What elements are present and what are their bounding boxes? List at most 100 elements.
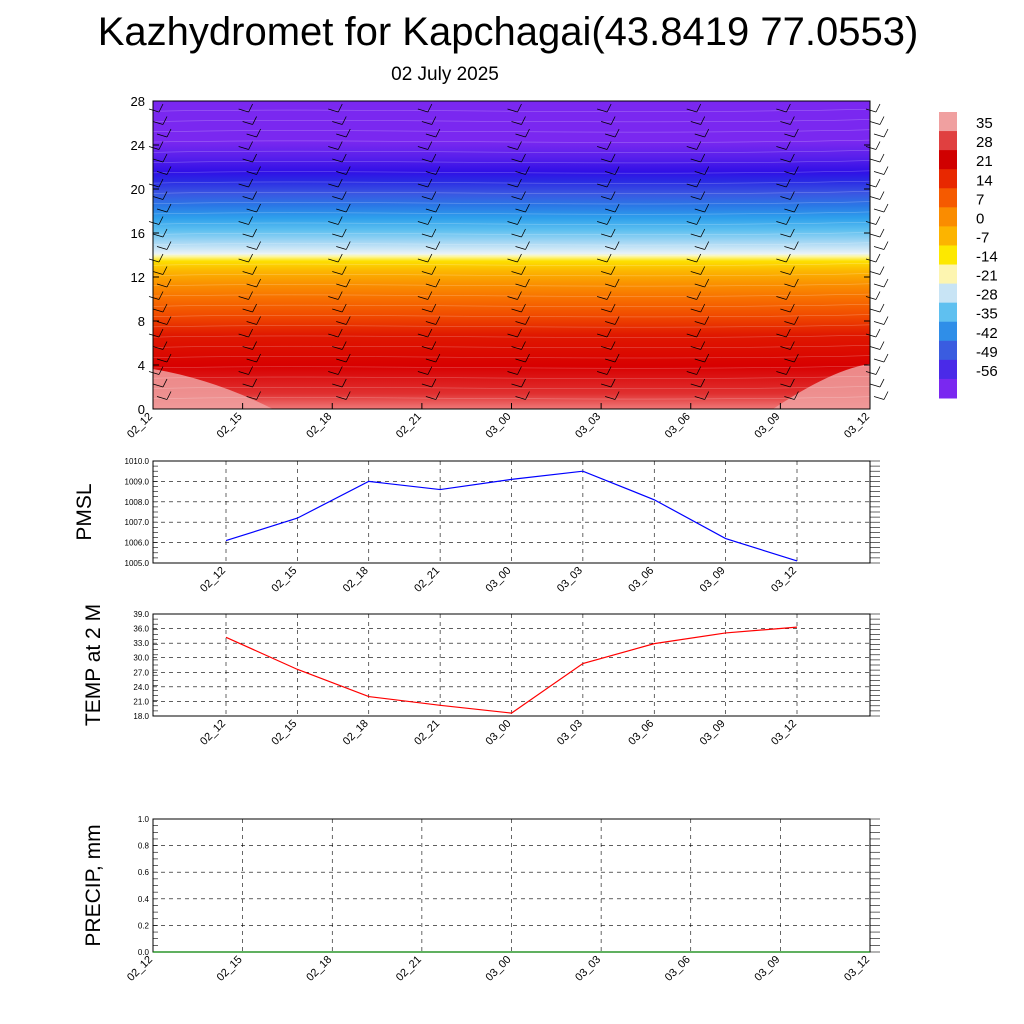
x-tick-label: 03_12 (842, 411, 872, 441)
wind-barb (784, 396, 795, 400)
wind-barb (328, 258, 339, 263)
wind-barb (776, 258, 787, 263)
x-tick-label: 03_06 (663, 954, 693, 984)
wind-barb (152, 383, 164, 388)
y-tick-label: 27.0 (133, 668, 149, 677)
colorbar-swatch (939, 340, 957, 361)
wind-barb (597, 371, 608, 375)
wind-barb (879, 228, 885, 238)
x-tick-label: 03_09 (698, 565, 728, 595)
wind-barb (242, 158, 253, 163)
x-tick-label: 03_00 (484, 954, 514, 984)
wind-barb (162, 153, 168, 163)
wind-barb (162, 341, 168, 350)
wind-barb (790, 303, 795, 313)
y-tick-label: 1006.0 (125, 539, 150, 548)
contour-line (152, 334, 871, 338)
contour-line (152, 345, 871, 348)
wind-barb (606, 253, 612, 263)
wind-barb (883, 128, 889, 138)
x-tick-label: 02_12 (125, 954, 155, 984)
wind-barb (256, 241, 261, 250)
wind-barb (425, 171, 436, 175)
colorbar-swatch (939, 378, 957, 399)
y-tick-label: 36.0 (133, 625, 149, 634)
wind-barb (865, 146, 877, 150)
wind-barb (784, 283, 795, 288)
wind-barb (597, 258, 608, 263)
wind-barb (332, 121, 343, 125)
wind-barb (417, 221, 428, 225)
wind-barb (156, 171, 168, 175)
wind-barb (696, 253, 702, 263)
wind-barb (332, 346, 343, 350)
wind-barb (879, 378, 885, 388)
wind-barb (246, 208, 257, 213)
wind-barb (521, 153, 526, 163)
wind-barb (883, 203, 889, 213)
contour-line (152, 304, 871, 307)
colorbar-label: -7 (976, 229, 989, 246)
wind-barb (158, 103, 164, 113)
y-tick-label: 8 (138, 314, 145, 329)
wind-barb (417, 108, 428, 113)
wind-barb (328, 146, 339, 150)
wind-barb (786, 141, 791, 150)
wind-barb (700, 116, 706, 125)
colorbar-swatch (939, 359, 957, 380)
x-tick-label: 03_06 (626, 565, 656, 595)
contour-line (152, 314, 871, 318)
wind-barb (601, 158, 612, 163)
wind-barb (879, 341, 885, 350)
wind-barb (425, 396, 436, 400)
wind-barb (879, 303, 885, 313)
wind-barb (166, 278, 172, 288)
wind-barb (421, 196, 432, 200)
y-tick-label: 39.0 (133, 610, 149, 619)
wind-barb (601, 346, 612, 350)
wind-barb (511, 196, 522, 200)
chart-title: Kazhydromet for Kapchagai(43.8419 77.055… (97, 10, 919, 54)
wind-barb (242, 308, 253, 313)
wind-barb (421, 383, 432, 388)
wind-barb (507, 333, 518, 338)
colorbar-swatch (939, 245, 957, 266)
colorbar-label: 0 (976, 210, 984, 227)
contour-line (152, 129, 871, 133)
wind-barb (606, 141, 612, 150)
wind-barb (166, 241, 172, 250)
wind-barb (328, 333, 339, 338)
contour-line (152, 211, 871, 215)
y-tick-label: 1010.0 (125, 457, 150, 466)
wind-barb (148, 108, 160, 113)
wind-barb (337, 253, 343, 263)
colorbar-label: -21 (976, 268, 998, 285)
wind-barb (242, 271, 253, 275)
wind-barb (875, 366, 881, 375)
wind-barb (336, 246, 347, 250)
wind-barb (601, 196, 612, 200)
y-tick-label: 0.6 (138, 868, 150, 877)
wind-barb (790, 191, 795, 200)
wind-barb (873, 133, 885, 138)
y-axis-label: PRECIP, mm (82, 824, 105, 946)
wind-barb (875, 291, 881, 300)
wind-barb (511, 383, 522, 388)
wind-barb (166, 316, 172, 325)
wind-barb (869, 196, 881, 200)
wind-barb (776, 333, 787, 338)
wind-barb (786, 291, 791, 300)
wind-barb (794, 353, 799, 363)
wind-barb (597, 183, 608, 188)
wind-barb (610, 266, 616, 275)
wind-barb (337, 216, 343, 225)
wind-barb (614, 128, 620, 138)
wind-barb (610, 378, 616, 388)
wind-barb (794, 278, 799, 288)
y-axis-label: PMSL (73, 483, 96, 540)
wind-barb (345, 353, 351, 363)
wind-barb (158, 291, 164, 300)
contour-line (152, 355, 871, 359)
wind-barb (328, 221, 339, 225)
wind-barb (425, 246, 436, 250)
